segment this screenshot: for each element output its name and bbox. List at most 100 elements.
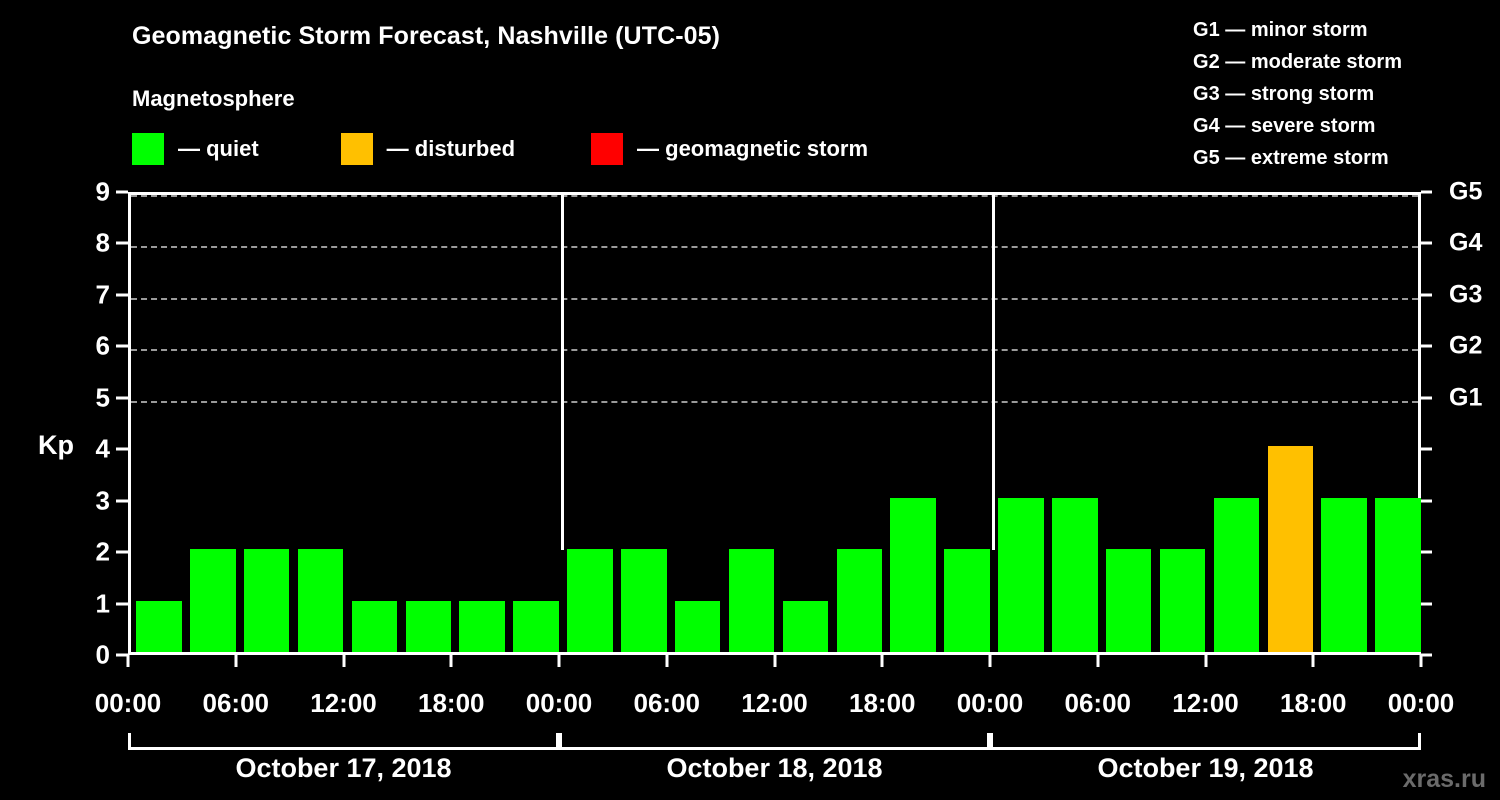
g-tick-mark [1421,550,1432,554]
y-tick-label: 2 [95,536,110,567]
y-tick-mark [116,396,128,400]
color-legend: — quiet — disturbed — geomagnetic storm [132,133,868,165]
g-tick-label: G2 [1449,331,1483,360]
bar [1159,549,1206,652]
bar [1105,549,1152,652]
g-scale-line-g2: G2 — moderate storm [1193,51,1402,73]
g-scale-line-g3: G3 — strong storm [1193,83,1375,105]
day-label: October 17, 2018 [235,753,452,783]
g-tick-label: G4 [1449,228,1483,257]
g-tick-mark [1421,447,1432,451]
bar [1375,497,1421,652]
chart-subtitle: Magnetosphere [132,86,295,111]
y-tick-label: 0 [95,639,110,670]
x-tick-mark [342,655,345,667]
y-tick-mark [116,499,128,503]
g-tick-mark [1421,293,1432,297]
y-tick-label: 7 [95,279,110,310]
x-tick-label: 12:00 [310,688,377,718]
watermark: xras.ru [1402,765,1486,793]
y-tick-mark [116,602,128,606]
bar [728,549,775,652]
legend-label-disturbed: — disturbed [386,136,516,161]
bar [351,600,398,652]
x-tick-mark [126,655,130,667]
x-tick-mark [665,655,669,667]
g-tick-mark [1421,344,1432,348]
bar [1052,497,1098,652]
bar [513,600,559,652]
day-label: October 18, 2018 [666,753,883,783]
y-tick-label: 3 [95,485,110,516]
x-tick-label: 06:00 [1064,688,1132,718]
x-tick-label: 00:00 [525,688,593,718]
x-tick-mark [773,655,776,667]
y-tick-label: 4 [95,433,110,464]
bar [674,600,721,652]
gridline [131,297,1418,300]
red-swatch-icon [591,133,624,165]
y-tick-mark [116,447,128,451]
x-tick-label: 06:00 [633,688,701,718]
day-separator [560,195,564,550]
x-tick-mark [234,655,238,667]
x-tick-mark [557,655,561,667]
g-scale-line-g4: G4 — severe storm [1193,115,1376,137]
plot-area [128,192,1421,655]
x-tick-label: 12:00 [741,688,808,718]
gridline [131,195,1418,197]
x-tick-label: 00:00 [1387,688,1455,718]
y-tick-label: 9 [95,176,110,207]
bar [782,600,829,652]
bar [297,549,344,652]
bar [944,549,990,652]
day-separator [991,195,995,550]
day-bracket [990,733,1421,750]
x-tick-mark [1419,655,1423,667]
bar [1213,497,1260,652]
y-tick-mark [116,190,128,194]
y-tick-mark [116,653,128,657]
bar [621,549,667,652]
day-bracket [128,733,559,750]
gridline [131,400,1418,403]
g-scale-legend: G1 — minor storm G2 — moderate storm G3 … [1193,14,1402,174]
x-tick-mark [1096,655,1100,667]
x-tick-label: 18:00 [418,688,485,718]
day-label: October 19, 2018 [1097,753,1314,783]
legend-item-storm: — geomagnetic storm [591,133,868,165]
bar [405,600,452,652]
y-tick-label: 1 [95,588,110,619]
x-tick-label: 06:00 [202,688,270,718]
g-tick-label: G1 [1449,383,1483,412]
x-tick-mark [449,655,453,667]
bar [567,549,613,652]
bar [459,600,505,652]
x-tick-mark [1311,655,1315,667]
green-swatch-icon [132,133,164,165]
y-tick-mark [116,344,128,348]
y-tick-mark [116,293,128,297]
g-tick-mark [1421,499,1432,503]
y-tick-label: 5 [95,382,110,413]
bar [998,497,1044,652]
y-tick-mark [116,550,128,554]
x-tick-label: 18:00 [1280,688,1347,718]
y-tick-label: 8 [95,227,110,258]
legend-label-quiet: — quiet [178,136,259,161]
g-tick-mark [1421,396,1432,400]
y-tick-label: 6 [95,330,110,361]
page-title: Geomagnetic Storm Forecast, Nashville (U… [132,22,721,50]
orange-swatch-icon [340,133,373,165]
bar [836,549,883,652]
gridline [131,349,1418,352]
y-axis-title: Kp [38,430,74,460]
y-tick-mark [116,241,128,245]
x-tick-label: 18:00 [849,688,916,718]
g-tick-mark [1421,653,1432,657]
bar-series [131,195,1421,652]
x-tick-mark [1204,655,1207,667]
day-bracket [559,733,990,750]
bar [1321,497,1367,652]
